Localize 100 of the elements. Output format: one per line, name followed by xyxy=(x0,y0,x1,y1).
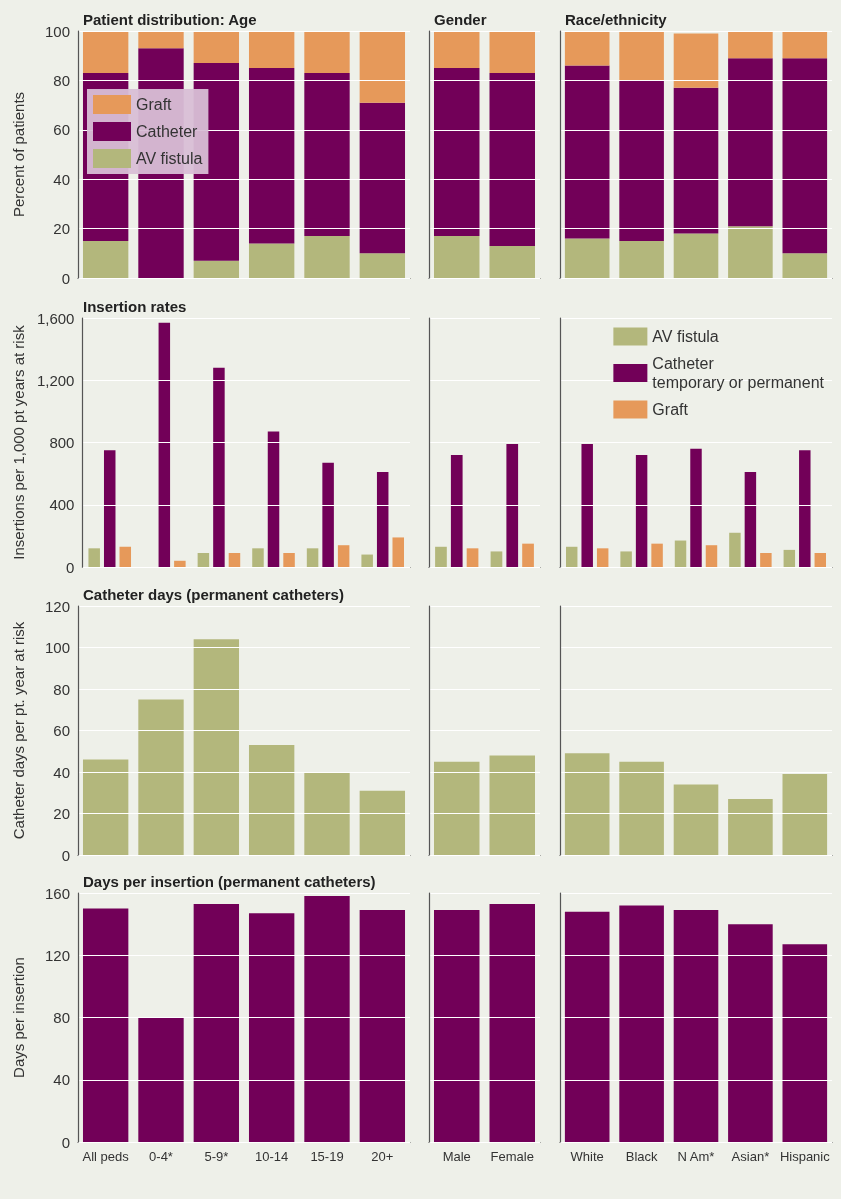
bar xyxy=(783,549,796,567)
bar xyxy=(248,68,295,244)
x-tick-label: Female xyxy=(490,1149,534,1164)
bar xyxy=(197,552,210,567)
bar xyxy=(252,548,264,567)
y-tick-label: 0 xyxy=(61,269,70,287)
bar xyxy=(88,548,100,567)
bar xyxy=(814,552,827,567)
y-tick-label: 60 xyxy=(53,722,70,739)
chart-title: Days per insertion (permanent catheters) xyxy=(83,873,376,890)
bar xyxy=(782,944,828,1142)
bar xyxy=(359,790,406,855)
bar xyxy=(228,552,241,567)
bar xyxy=(466,548,479,567)
bar xyxy=(193,31,240,64)
bar xyxy=(283,552,295,567)
y-tick-label: 20 xyxy=(53,220,70,238)
x-tick-label: 5-9* xyxy=(204,1149,229,1164)
bar xyxy=(174,560,186,567)
bar xyxy=(434,68,480,237)
bar xyxy=(138,1017,184,1142)
bar xyxy=(728,58,773,227)
bar xyxy=(306,548,319,567)
bar xyxy=(782,31,828,59)
bar xyxy=(673,910,719,1142)
x-tick-label: White xyxy=(570,1149,604,1164)
bar xyxy=(490,551,503,567)
bar xyxy=(728,924,773,1142)
bar xyxy=(248,31,295,69)
x-tick-label: Asian* xyxy=(731,1149,770,1164)
bar xyxy=(651,543,663,567)
bar xyxy=(304,72,350,237)
bar xyxy=(619,905,664,1142)
bar xyxy=(304,236,350,278)
y-tick-label: 100 xyxy=(44,22,70,40)
bar xyxy=(489,31,536,73)
bar xyxy=(782,774,828,855)
bar xyxy=(564,753,610,855)
y-tick-label: 60 xyxy=(53,121,70,139)
bar xyxy=(564,238,610,278)
bar xyxy=(158,322,171,567)
y-tick-label: 40 xyxy=(53,1071,70,1089)
bar xyxy=(304,31,350,73)
bar xyxy=(674,540,687,567)
bar xyxy=(82,31,129,73)
bar xyxy=(434,236,480,278)
x-tick-label: 20+ xyxy=(371,1149,394,1164)
legend-label: AV fistula xyxy=(136,150,203,167)
y-tick-label: 160 xyxy=(44,884,70,902)
y-tick-label: 1,200 xyxy=(36,371,75,389)
bar xyxy=(744,472,757,567)
bar xyxy=(248,243,295,278)
bar xyxy=(82,240,129,278)
y-tick-label: 120 xyxy=(44,597,70,615)
x-tick-label: 0-4* xyxy=(149,1149,173,1164)
bar xyxy=(728,31,773,59)
y-tick-label: 80 xyxy=(53,71,70,89)
bar xyxy=(728,226,773,278)
bar xyxy=(359,31,406,103)
bar xyxy=(193,903,240,1142)
y-axis-title: Insertions per 1,000 pt years at risk xyxy=(10,324,27,560)
y-tick-label: 80 xyxy=(53,680,70,698)
bar xyxy=(337,545,350,567)
x-tick-label: All peds xyxy=(82,1149,130,1164)
y-tick-label: 40 xyxy=(53,763,70,781)
bar xyxy=(193,639,240,855)
bar xyxy=(361,554,373,567)
bar xyxy=(359,253,406,278)
bar xyxy=(359,910,406,1142)
bar xyxy=(489,245,536,278)
bar xyxy=(760,552,772,567)
bar xyxy=(619,31,664,81)
x-tick-label: Male xyxy=(442,1149,471,1164)
legend-label: Graft xyxy=(136,96,173,113)
y-tick-label: 80 xyxy=(53,1009,70,1026)
bar xyxy=(138,31,184,49)
bar xyxy=(782,253,828,278)
bar xyxy=(705,545,718,567)
chart-title: Race/ethnicity xyxy=(565,11,668,28)
bar xyxy=(564,31,610,66)
y-tick-label: 0 xyxy=(61,846,70,864)
bar xyxy=(193,260,240,278)
bar xyxy=(581,444,593,567)
bar xyxy=(435,546,447,567)
chart-title: Patient distribution: Age xyxy=(83,11,257,28)
bar xyxy=(359,102,406,254)
y-tick-label: 0 xyxy=(61,1133,70,1151)
bar xyxy=(673,87,719,234)
legend-label: Catheter xyxy=(136,123,199,140)
chart-title: Catheter days (permanent catheters) xyxy=(83,586,344,603)
bar xyxy=(728,798,773,855)
bar xyxy=(506,444,519,567)
bar xyxy=(596,548,609,567)
x-tick-label: Black xyxy=(625,1149,658,1164)
bar xyxy=(248,745,295,855)
y-tick-label: 0 xyxy=(66,558,75,576)
chart-title: Insertion rates xyxy=(83,298,187,315)
bar xyxy=(392,537,404,567)
bar xyxy=(565,546,578,567)
y-tick-label: 20 xyxy=(53,805,70,822)
